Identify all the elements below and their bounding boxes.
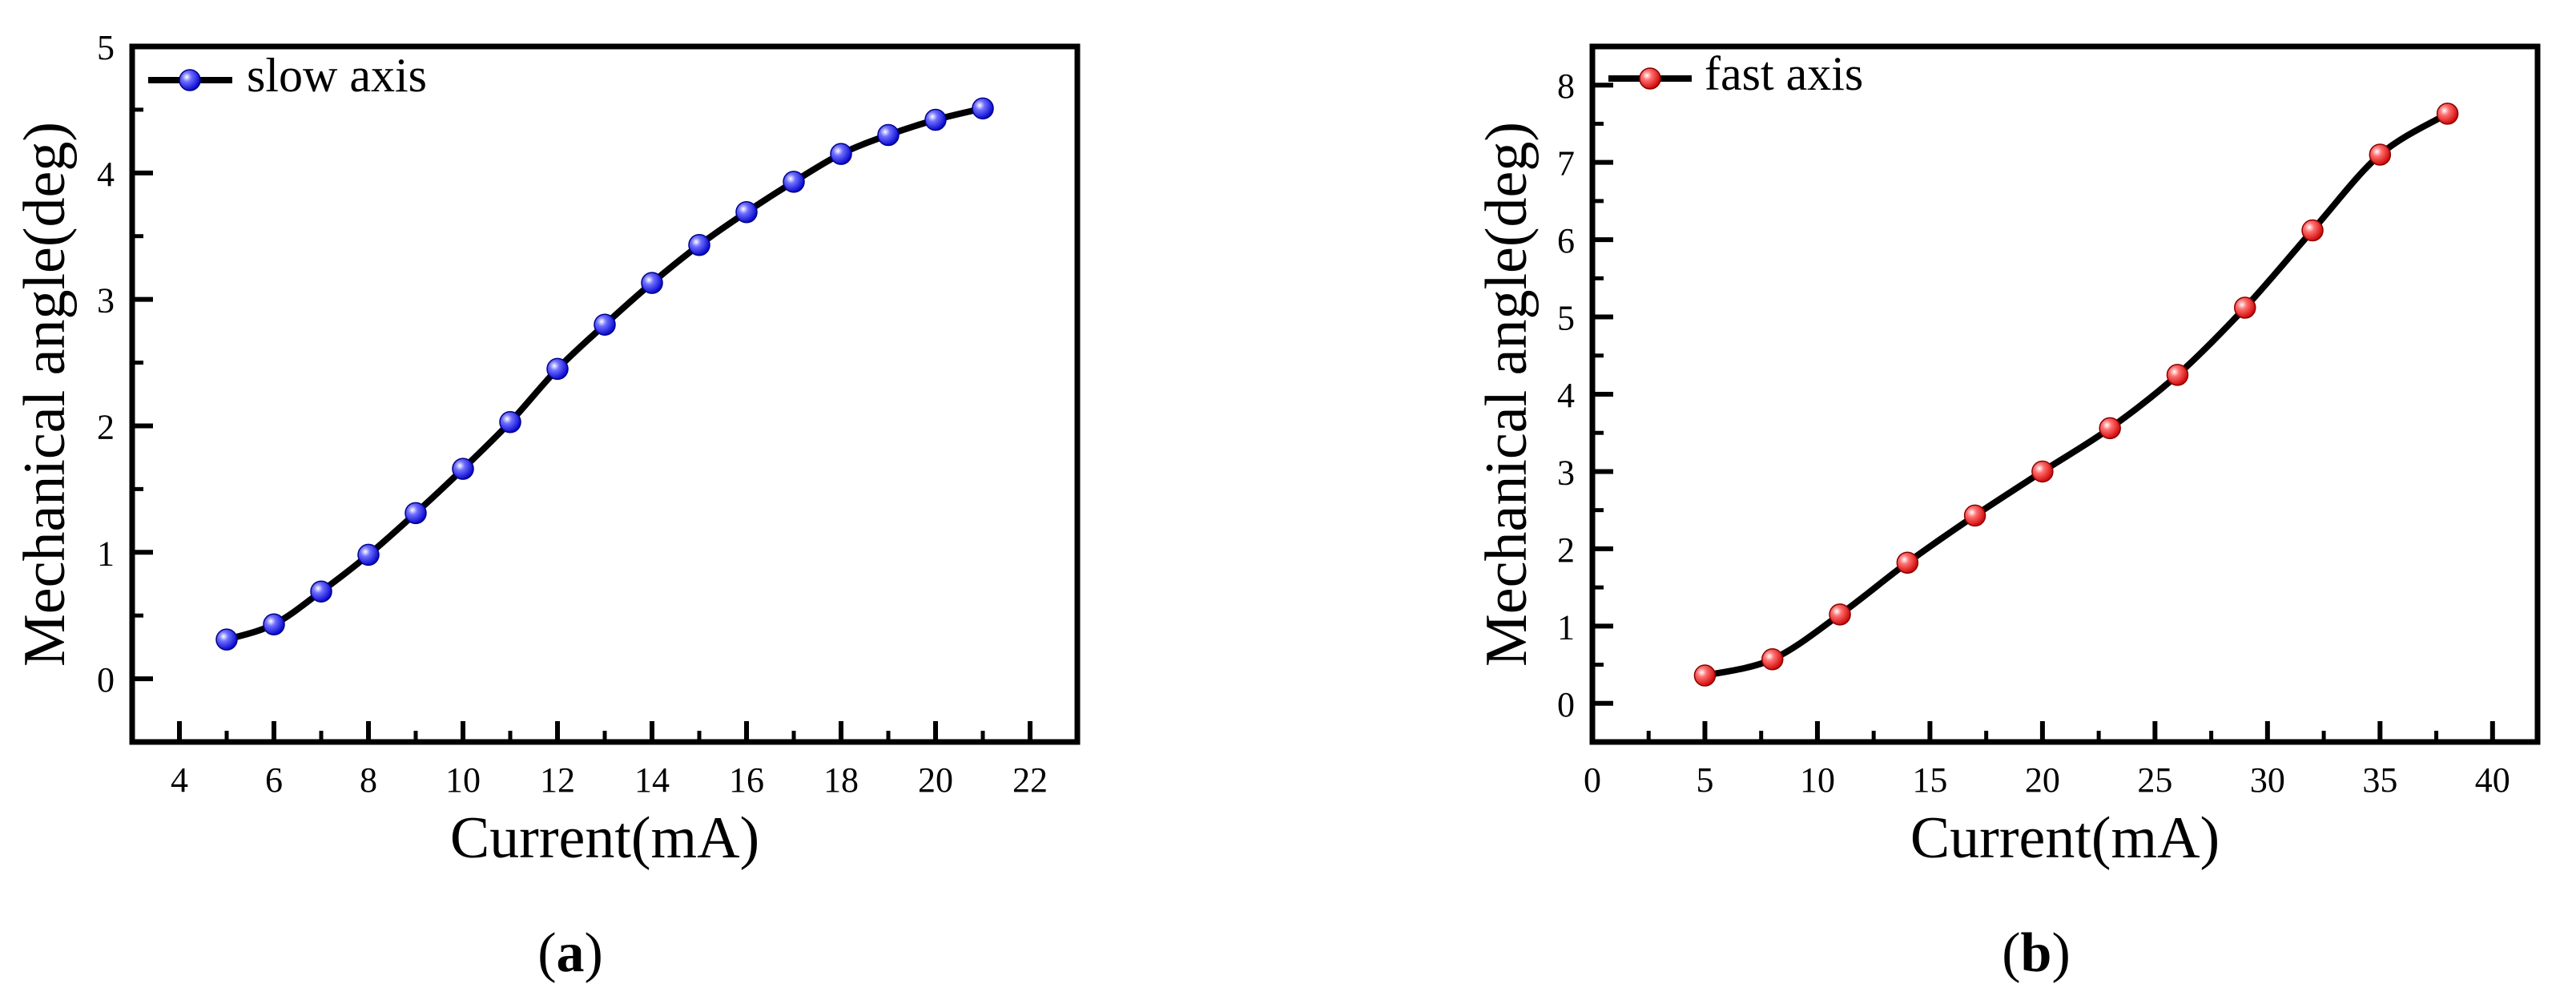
y-tick-label: 8 — [1557, 67, 1575, 106]
data-point-slow-axis — [263, 613, 285, 635]
data-point-slow-axis — [830, 143, 852, 165]
plot-frame-b — [1589, 43, 2541, 745]
svg-text:(b): (b) — [2002, 922, 2071, 984]
data-point-slow-axis — [783, 171, 805, 193]
y-tick-label: 4 — [97, 155, 115, 194]
data-point-slow-axis — [972, 97, 994, 120]
data-point-slow-axis — [405, 502, 427, 525]
data-point-slow-axis — [641, 272, 663, 294]
svg-text:(a): (a) — [537, 922, 603, 984]
y-tick-label: 3 — [1557, 453, 1575, 492]
x-tick-label: 20 — [2025, 760, 2060, 800]
data-point-fast-axis — [2436, 103, 2459, 125]
y-tick-label: 6 — [1557, 221, 1575, 260]
x-tick-label: 10 — [445, 760, 481, 800]
x-tick-label: 0 — [1584, 760, 1601, 800]
x-tick-label: 30 — [2250, 760, 2285, 800]
data-point-slow-axis — [546, 357, 569, 381]
data-point-fast-axis — [1761, 648, 1784, 671]
x-axis-title-b: Current(mA) — [1910, 805, 2220, 871]
series-points-fast-axis — [1693, 103, 2459, 687]
legend-label-b: fast axis — [1705, 47, 1863, 100]
axes-b: 0 5 10 15 20 25 30 35 40 0 1 2 3 4 5 6 7 8 — [1557, 67, 2510, 800]
data-point-fast-axis — [2369, 143, 2392, 166]
data-point-fast-axis — [1693, 664, 1717, 687]
series-line-slow-axis — [223, 105, 986, 643]
x-axis-title-a: Current(mA) — [450, 805, 759, 871]
y-tick-label: 0 — [1557, 685, 1575, 724]
y-tick-label: 1 — [97, 534, 115, 573]
plot-frame-a — [129, 43, 1081, 745]
y-tick-label: 4 — [1557, 376, 1575, 415]
y-tick-label: 5 — [1557, 299, 1575, 338]
x-tick-label: 5 — [1696, 760, 1713, 800]
panel-label-open-paren-a: ( — [537, 922, 556, 984]
data-point-slow-axis — [594, 313, 616, 336]
data-point-fast-axis — [1829, 603, 1851, 626]
y-axis-title-a: Mechanical angle(deg) — [12, 122, 78, 667]
panel-label-close-paren-a: ) — [585, 922, 603, 984]
data-point-fast-axis — [2166, 364, 2189, 386]
x-tick-label: 22 — [1012, 760, 1048, 800]
x-tick-label: 18 — [823, 760, 859, 800]
panel-label-a: (a) — [537, 922, 603, 984]
data-point-slow-axis — [877, 123, 900, 147]
y-tick-label: 0 — [97, 660, 115, 700]
data-point-fast-axis — [1896, 551, 1919, 574]
legend-a: slow axis — [148, 49, 427, 102]
data-point-fast-axis — [2031, 460, 2054, 483]
data-point-fast-axis — [2234, 296, 2256, 319]
x-tick-label: 16 — [729, 760, 764, 800]
data-point-slow-axis — [688, 234, 710, 256]
panel-label-letter-b: b — [2021, 922, 2052, 984]
series-line-fast-axis — [1701, 110, 2451, 679]
y-tick-label: 5 — [97, 28, 115, 67]
data-point-slow-axis — [924, 108, 947, 131]
panel-label-b: (b) — [2002, 922, 2071, 984]
legend-marker-a — [179, 69, 201, 91]
legend-label-a: slow axis — [247, 49, 427, 102]
y-tick-label: 3 — [97, 281, 115, 321]
y-axis-title-b: Mechanical angle(deg) — [1474, 122, 1540, 667]
chart-panel-b: 0 5 10 15 20 25 30 35 40 0 1 2 3 4 5 6 7 8 fast axis Curr… — [1474, 43, 2541, 984]
x-tick-label: 6 — [265, 760, 283, 800]
legend-b: fast axis — [1608, 47, 1863, 100]
x-tick-label: 15 — [1912, 760, 1947, 800]
data-point-slow-axis — [310, 580, 332, 603]
legend-marker-b — [1639, 67, 1661, 90]
y-tick-label: 1 — [1557, 607, 1575, 647]
panel-label-close-paren-b: ) — [2051, 922, 2070, 984]
x-tick-label: 35 — [2362, 760, 2397, 800]
y-tick-label: 2 — [97, 407, 115, 446]
y-tick-label: 7 — [1557, 144, 1575, 183]
x-tick-label: 20 — [918, 760, 953, 800]
panel-label-letter-a: a — [557, 922, 585, 984]
data-point-slow-axis — [357, 543, 380, 567]
data-point-fast-axis — [1963, 504, 1986, 527]
x-tick-label: 8 — [360, 760, 377, 800]
x-tick-label: 14 — [634, 760, 670, 800]
x-tick-label: 12 — [540, 760, 575, 800]
x-tick-label: 25 — [2137, 760, 2172, 800]
panel-label-open-paren-b: ( — [2002, 922, 2020, 984]
data-point-slow-axis — [735, 200, 758, 224]
x-tick-label: 10 — [1800, 760, 1835, 800]
data-point-fast-axis — [2099, 417, 2121, 440]
x-tick-label: 4 — [171, 760, 188, 800]
series-points-slow-axis — [215, 97, 994, 651]
data-point-slow-axis — [452, 458, 474, 480]
data-point-slow-axis — [499, 410, 521, 433]
y-tick-label: 2 — [1557, 530, 1575, 570]
data-point-slow-axis — [215, 628, 238, 651]
data-point-fast-axis — [2301, 219, 2324, 242]
x-tick-label: 40 — [2475, 760, 2510, 800]
